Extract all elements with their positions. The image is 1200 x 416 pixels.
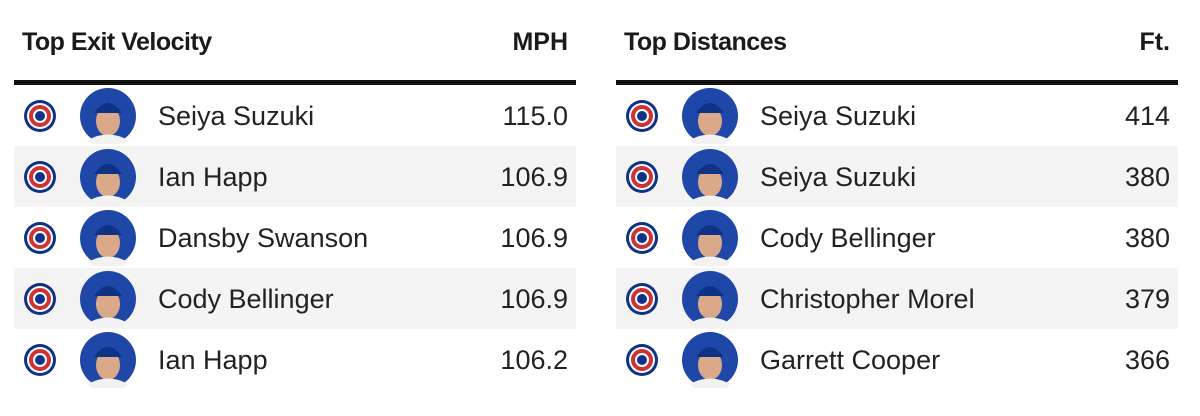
- stat-value: 106.9: [500, 284, 568, 314]
- headshot-cap: [94, 286, 122, 296]
- team-logo-c: [29, 288, 51, 310]
- row-icons: [24, 210, 136, 266]
- player-name: Seiya Suzuki: [760, 162, 917, 192]
- player-name: Cody Bellinger: [760, 223, 936, 253]
- row-icons: [626, 271, 738, 327]
- table-row: Seiya Suzuki 115.0: [14, 85, 576, 146]
- headshot-face: [698, 167, 722, 197]
- headshot-face: [96, 289, 120, 319]
- table-row: Seiya Suzuki 380: [616, 146, 1178, 207]
- stat-value: 106.9: [500, 223, 568, 253]
- headshot-cap: [696, 347, 724, 357]
- headshot-cap: [94, 347, 122, 357]
- table-title: Top Exit Velocity: [22, 28, 212, 56]
- headshot-jersey: [88, 378, 128, 388]
- headshot-cap: [94, 225, 122, 235]
- player-name: Seiya Suzuki: [760, 101, 917, 131]
- headshot-face: [96, 167, 120, 197]
- player-name: Ian Happ: [158, 162, 268, 192]
- team-logo-center: [637, 172, 647, 182]
- headshot-cap: [696, 103, 724, 113]
- team-logo-center: [637, 355, 647, 365]
- stat-value: 379: [1124, 284, 1170, 314]
- distance-table: Top Distances Ft. Seiya Suzuki 414 Seiya S…: [616, 0, 1178, 390]
- headshot-jersey: [88, 134, 128, 144]
- stat-value: 106.2: [500, 345, 568, 375]
- player-name: Christopher Morel: [760, 284, 975, 314]
- team-logo-c: [29, 227, 51, 249]
- team-logo-center: [637, 111, 647, 121]
- team-logo-c: [29, 166, 51, 188]
- headshot-jersey: [88, 256, 128, 266]
- row-icons: [626, 88, 738, 144]
- team-logo-center: [637, 294, 647, 304]
- headshot-face: [96, 350, 120, 380]
- unit-header: MPH: [512, 28, 568, 56]
- team-logo-c: [631, 349, 653, 371]
- player-name: Ian Happ: [158, 345, 268, 375]
- headshot-face: [698, 350, 722, 380]
- table-title: Top Distances: [624, 28, 787, 56]
- headshot-jersey: [690, 195, 730, 205]
- player-name: Garrett Cooper: [760, 345, 941, 375]
- player-name: Seiya Suzuki: [158, 101, 315, 131]
- stat-value: 414: [1124, 101, 1170, 131]
- row-icons: [626, 149, 738, 205]
- team-logo-center: [35, 233, 45, 243]
- team-logo-center: [35, 294, 45, 304]
- headshot-cap: [696, 225, 724, 235]
- stat-value: 115.0: [502, 101, 568, 131]
- table-row: Ian Happ 106.9: [14, 146, 576, 207]
- table-row: Dansby Swanson 106.9: [14, 207, 576, 268]
- table-row: Cody Bellinger 380: [616, 207, 1178, 268]
- headshot-face: [698, 289, 722, 319]
- team-logo-c: [29, 105, 51, 127]
- unit-header: Ft.: [1139, 28, 1170, 56]
- exit-velocity-table: Top Exit Velocity MPH Seiya Suzuki 115.0 I…: [14, 0, 576, 390]
- stat-value: 106.9: [500, 162, 568, 192]
- table-header: Top Distances Ft.: [616, 0, 1178, 85]
- headshot-jersey: [88, 317, 128, 327]
- team-logo-c: [29, 349, 51, 371]
- headshot-jersey: [690, 256, 730, 266]
- player-name: Cody Bellinger: [158, 284, 334, 314]
- team-logo-center: [35, 355, 45, 365]
- headshot-cap: [696, 286, 724, 296]
- team-logo-c: [631, 105, 653, 127]
- headshot-cap: [94, 164, 122, 174]
- headshot-jersey: [690, 378, 730, 388]
- row-icons: [24, 88, 136, 144]
- headshot-jersey: [690, 317, 730, 327]
- headshot-face: [698, 106, 722, 136]
- headshot-jersey: [690, 134, 730, 144]
- headshot-jersey: [88, 195, 128, 205]
- headshot-cap: [696, 164, 724, 174]
- table-row: Garrett Cooper 366: [616, 329, 1178, 390]
- table-row: Cody Bellinger 106.9: [14, 268, 576, 329]
- headshot-face: [96, 106, 120, 136]
- row-icons: [24, 271, 136, 327]
- player-name: Dansby Swanson: [158, 223, 369, 253]
- stat-value: 366: [1124, 345, 1170, 375]
- table-row: Ian Happ 106.2: [14, 329, 576, 390]
- stat-value: 380: [1124, 162, 1170, 192]
- row-icons: [24, 332, 136, 388]
- table-row: Christopher Morel 379: [616, 268, 1178, 329]
- row-icons: [24, 149, 136, 205]
- table-header: Top Exit Velocity MPH: [14, 0, 576, 85]
- stat-value: 380: [1124, 223, 1170, 253]
- headshot-face: [96, 228, 120, 258]
- row-icons: [626, 210, 738, 266]
- headshot-face: [698, 228, 722, 258]
- team-logo-c: [631, 288, 653, 310]
- team-logo-center: [637, 233, 647, 243]
- team-logo-center: [35, 172, 45, 182]
- table-row: Seiya Suzuki 414: [616, 85, 1178, 146]
- team-logo-c: [631, 166, 653, 188]
- headshot-cap: [94, 103, 122, 113]
- team-logo-c: [631, 227, 653, 249]
- team-logo-center: [35, 111, 45, 121]
- row-icons: [626, 332, 738, 388]
